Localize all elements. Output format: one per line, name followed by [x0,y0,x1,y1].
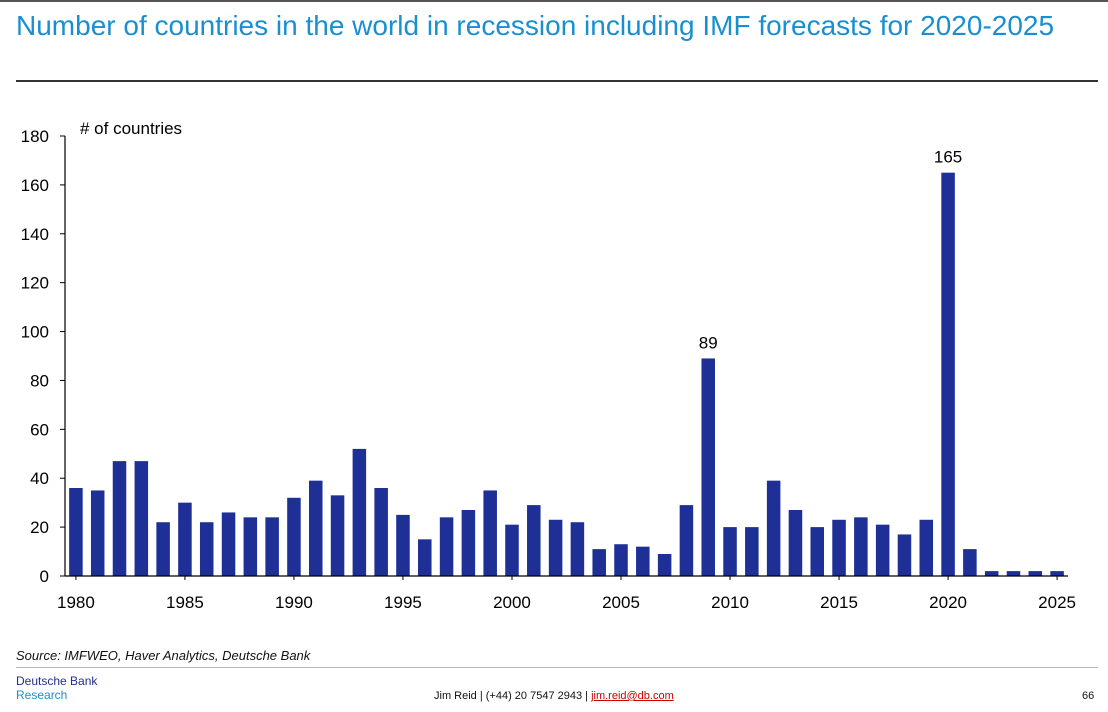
y-axis: 0 20 40 60 80 100 120 140 160 180 [21,127,66,586]
contact-info: Jim Reid | (+44) 20 7547 2943 | jim.reid… [434,690,674,702]
x-tick-label: 1985 [166,593,204,612]
bar-2011 [745,527,759,576]
y-tick-label: 0 [40,567,49,586]
bar-2023 [1006,571,1021,576]
bar-2007 [657,554,672,576]
brand-line-2: Research [16,688,68,702]
bar-2022 [984,571,999,576]
contact-email-link[interactable]: jim.reid@db.com [591,690,674,702]
bar-2014 [810,527,825,576]
page-title: Number of countries in the world in rece… [16,10,1055,41]
bar-1999 [483,490,497,576]
bar-2010 [723,527,737,576]
y-tick-label: 20 [30,518,49,537]
bar-1995 [396,514,410,576]
bar-1985 [178,502,192,576]
bar-1987 [221,512,236,576]
bar-1993 [352,448,367,576]
y-tick-label: 160 [21,176,49,195]
x-tick-label: 2010 [711,593,749,612]
bar-1998 [461,510,476,576]
bar-2019 [919,519,934,576]
contact-text: Jim Reid | (+44) 20 7547 2943 | [434,690,592,702]
x-axis: 1980 1985 1990 1995 2000 2005 2010 2015 2020 2025 [57,575,1076,612]
bar-1989 [265,517,279,576]
data-label-2020: 165 [934,148,962,167]
bar-1984 [156,522,170,576]
x-tick-label: 2000 [493,593,531,612]
bar-2001 [527,505,541,576]
y-tick-label: 180 [21,127,49,146]
bar-2024 [1028,571,1043,576]
bar-chart: 0 20 40 60 80 100 120 140 160 180 1980 1985 1990 199… [21,119,1076,612]
bar-2006 [636,546,650,576]
bar-2000 [505,524,519,576]
y-tick-label: 60 [30,420,49,439]
y-tick-label: 40 [30,469,49,488]
x-tick-label: 2020 [929,593,967,612]
data-labels: 89 165 [699,148,962,353]
bar-1980 [69,488,83,576]
bar-1990 [287,497,301,576]
y-tick-label: 140 [21,225,49,244]
x-tick-label: 2005 [602,593,640,612]
brand-logo-text: Deutsche Bank Research [16,674,97,702]
y-axis-label: # of countries [80,119,182,138]
bar-2004 [592,549,606,576]
data-label-2009: 89 [699,333,718,352]
bar-2003 [570,522,585,576]
y-tick-label: 100 [21,323,49,342]
x-tick-label: 1990 [275,593,313,612]
bar-1994 [374,488,388,576]
y-tick-label: 120 [21,274,49,293]
footer-divider [16,667,1098,668]
bar-2002 [548,519,563,576]
bar-2008 [679,505,694,576]
bar-1983 [134,461,149,576]
bar-2005 [614,544,628,576]
bars [69,172,1064,576]
bar-2012 [766,480,781,576]
bar-1991 [308,480,323,576]
bar-1981 [90,490,105,576]
title-divider [16,80,1098,82]
x-tick-label: 1980 [57,593,95,612]
bar-1982 [112,461,127,576]
brand-line-1: Deutsche Bank [16,674,98,688]
bar-1996 [418,539,432,576]
y-tick-label: 80 [30,371,49,390]
x-tick-label: 2025 [1038,593,1076,612]
bar-2021 [963,549,977,576]
bar-1992 [330,495,345,576]
bar-2013 [788,510,803,576]
page-number: 66 [1082,690,1095,702]
bar-2018 [897,534,912,576]
bar-2016 [854,517,868,576]
bar-1997 [439,517,454,576]
bar-1986 [199,522,214,576]
bar-2009 [701,358,715,576]
x-tick-label: 2015 [820,593,858,612]
x-tick-label: 1995 [384,593,422,612]
top-rule [0,0,1108,2]
bar-2015 [832,519,846,576]
source-note: Source: IMFWEO, Haver Analytics, Deutsch… [16,648,311,663]
bar-2020 [941,172,955,576]
bar-2025 [1050,571,1064,576]
bar-1988 [243,517,258,576]
bar-2017 [875,524,890,576]
